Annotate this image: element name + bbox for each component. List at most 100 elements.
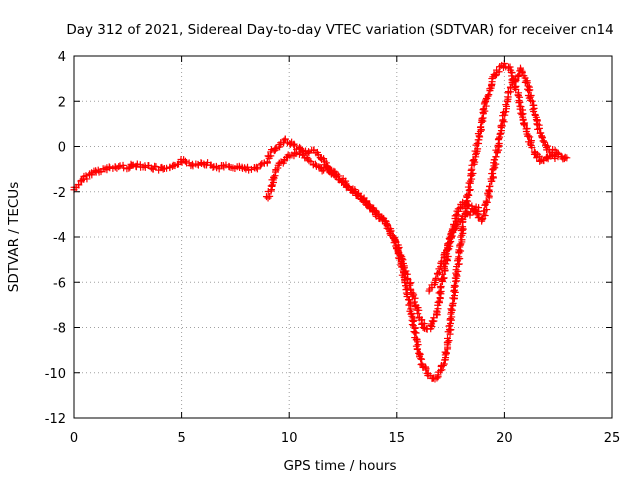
data-point <box>292 150 300 158</box>
data-point <box>290 141 298 149</box>
axis-ticks: 0 5 10 15 20 25 -12 -10 -8 -6 -4 -2 0 2 4 <box>45 50 621 446</box>
y-tick-label: 4 <box>58 50 66 65</box>
data-point <box>414 310 422 318</box>
data-point <box>415 306 423 314</box>
data-point <box>371 207 379 215</box>
data-point <box>475 204 483 212</box>
data-point <box>422 366 430 374</box>
data-point <box>497 122 505 130</box>
data-point <box>290 149 298 157</box>
data-point <box>484 92 492 100</box>
data-point <box>464 190 472 198</box>
data-point <box>477 123 485 131</box>
x-tick-label: 25 <box>604 431 621 446</box>
data-point <box>523 79 531 87</box>
y-axis-label: SDTVAR / TECUs <box>6 182 22 292</box>
data-point <box>313 148 321 156</box>
data-point <box>405 301 413 309</box>
data-point <box>457 233 465 241</box>
data-point <box>468 171 476 179</box>
data-point <box>414 341 422 349</box>
data-point <box>363 201 371 209</box>
data-point <box>553 148 561 156</box>
data-point <box>520 72 528 80</box>
data-point <box>82 172 90 180</box>
y-tick-label: -8 <box>53 322 66 337</box>
data-point <box>536 157 544 165</box>
data-point <box>433 374 441 382</box>
data-point <box>163 164 171 172</box>
data-point <box>115 163 123 171</box>
data-point <box>412 329 420 337</box>
data-point <box>496 130 504 138</box>
x-axis-label: GPS time / hours <box>283 458 396 474</box>
x-tick-label: 20 <box>496 431 513 446</box>
data-point <box>281 135 289 143</box>
data-point <box>516 64 524 72</box>
data-point <box>448 301 456 309</box>
data-point <box>83 175 91 183</box>
data-point <box>410 316 418 324</box>
data-point <box>383 221 391 229</box>
data-point <box>440 274 448 282</box>
data-point <box>253 165 261 173</box>
data-point <box>266 192 274 200</box>
data-point <box>482 98 490 106</box>
y-tick-label: -6 <box>53 276 66 291</box>
chart-title: Day 312 of 2021, Sidereal Day-to-day VTE… <box>66 22 613 38</box>
data-point <box>485 91 493 99</box>
data-point <box>489 165 497 173</box>
data-point <box>512 77 520 85</box>
data-point <box>563 154 571 162</box>
data-point <box>526 140 534 148</box>
y-tick-label: -2 <box>53 186 66 201</box>
data-point <box>435 299 443 307</box>
data-point <box>419 324 427 332</box>
data-point <box>335 172 343 180</box>
data-point <box>437 283 445 291</box>
data-point <box>495 135 503 143</box>
data-point <box>427 321 435 329</box>
data-point <box>469 157 477 165</box>
data-point <box>263 158 271 166</box>
data-point <box>406 281 414 289</box>
data-point <box>318 167 326 175</box>
data-point <box>342 177 350 185</box>
data-point <box>464 201 472 209</box>
data-point <box>383 220 391 228</box>
data-point <box>493 148 501 156</box>
data-point <box>518 69 526 77</box>
data-point <box>520 121 528 129</box>
data-point <box>448 306 456 314</box>
data-point <box>540 138 548 146</box>
series-main-trace <box>70 59 571 383</box>
y-tick-label: -4 <box>53 231 66 246</box>
data-point <box>526 86 534 94</box>
series-offset-trace <box>262 64 562 333</box>
data-points <box>70 59 571 383</box>
data-point <box>272 144 280 152</box>
data-point <box>527 96 535 104</box>
x-tick-label: 10 <box>281 431 298 446</box>
data-point <box>343 182 351 190</box>
data-point <box>476 133 484 141</box>
data-point <box>181 157 189 165</box>
data-point <box>410 298 418 306</box>
data-point <box>544 142 552 150</box>
data-point <box>75 181 83 189</box>
data-point <box>528 97 536 105</box>
series-late-segment <box>425 203 483 295</box>
data-point <box>411 303 419 311</box>
data-point <box>443 334 451 342</box>
y-tick-label: 0 <box>58 141 66 156</box>
data-point <box>539 137 547 145</box>
x-tick-label: 0 <box>70 431 78 446</box>
data-point <box>538 133 546 141</box>
data-point <box>526 133 534 141</box>
data-point <box>264 194 272 202</box>
data-point <box>483 206 491 214</box>
data-point <box>481 212 489 220</box>
data-point <box>464 183 472 191</box>
data-point <box>133 160 141 168</box>
